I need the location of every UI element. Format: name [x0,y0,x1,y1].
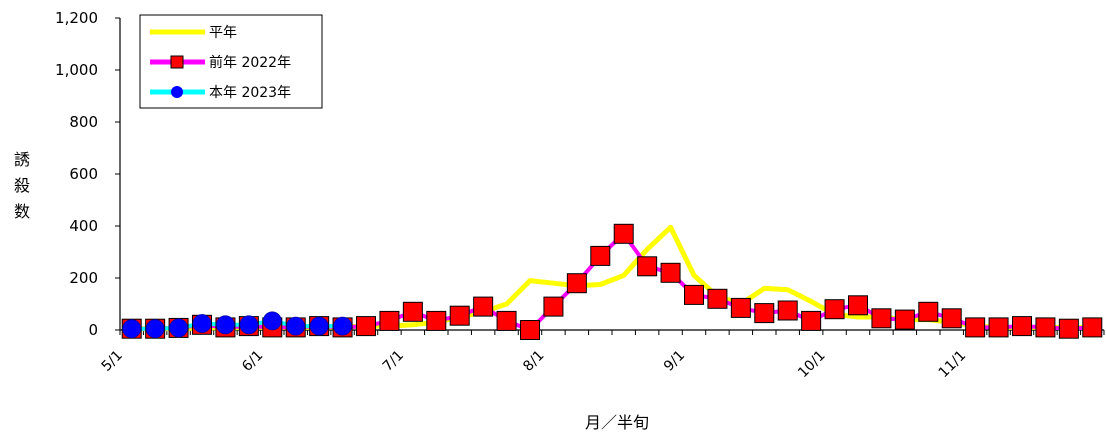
series-line-3 [129,318,345,331]
data-point-2 [754,303,775,324]
data-point-2 [1035,317,1056,338]
data-point-2 [473,296,494,317]
data-point-2 [590,245,611,266]
data-point-2 [1082,317,1103,338]
y-tick-label: 1,200 [55,9,98,27]
data-point-2 [496,310,517,331]
data-point-2 [941,308,962,329]
x-tick-label: 8/1 [520,348,547,375]
legend-label-2: 前年 2022年 [209,54,291,71]
y-tick-label: 800 [69,113,98,131]
data-point-3 [169,318,188,338]
data-point-2 [566,273,587,294]
data-point-2 [449,305,470,326]
x-tick-label: 10/1 [795,348,829,382]
y-tick-label: 0 [88,321,98,339]
data-point-2 [848,295,868,316]
x-tick-label: 9/1 [661,348,688,375]
y-axis-label: 誘殺数 [14,150,30,221]
data-point-3 [216,315,235,335]
legend-label-3: 本年 2023年 [209,85,291,101]
data-point-3 [262,311,282,331]
data-point-3 [192,314,212,333]
x-tick-label: 5/1 [99,348,126,375]
legend-marker-3 [171,86,183,98]
y-tick-label: 600 [69,165,98,183]
x-tick-label: 11/1 [936,348,970,382]
data-point-2 [965,317,986,338]
data-point-3 [286,316,306,336]
data-point-2 [637,256,658,277]
data-point-3 [122,319,142,339]
data-point-2 [707,288,728,309]
legend-marker-2 [170,55,184,69]
data-point-2 [520,320,540,340]
series-layer [121,223,1103,340]
data-point-3 [239,315,259,335]
y-tick-label: 1,000 [55,61,98,79]
data-point-2 [1012,316,1032,337]
data-point-2 [1058,318,1079,339]
data-point-2 [824,299,845,320]
data-point-2 [871,308,892,329]
data-point-2 [426,310,447,331]
x-axis-label: 月／半旬 [585,413,649,432]
data-point-2 [801,310,822,331]
data-point-2 [684,284,704,305]
data-point-2 [613,223,634,244]
data-point-2 [730,297,751,318]
data-point-2 [918,301,939,322]
data-point-3 [309,316,329,336]
data-point-2 [379,310,400,331]
data-point-2 [356,316,376,337]
data-point-2 [894,309,915,330]
data-point-3 [145,319,165,339]
data-point-2 [988,317,1009,338]
data-point-2 [402,301,423,322]
x-tick-label: 6/1 [239,348,266,375]
data-point-3 [333,316,352,336]
y-tick-label: 200 [69,269,98,287]
legend-label-1: 平年 [209,25,237,41]
data-point-2 [777,300,798,321]
y-tick-label: 400 [69,217,98,235]
x-tick-label: 7/1 [380,348,407,375]
data-point-2 [543,296,564,317]
data-point-2 [660,262,681,283]
